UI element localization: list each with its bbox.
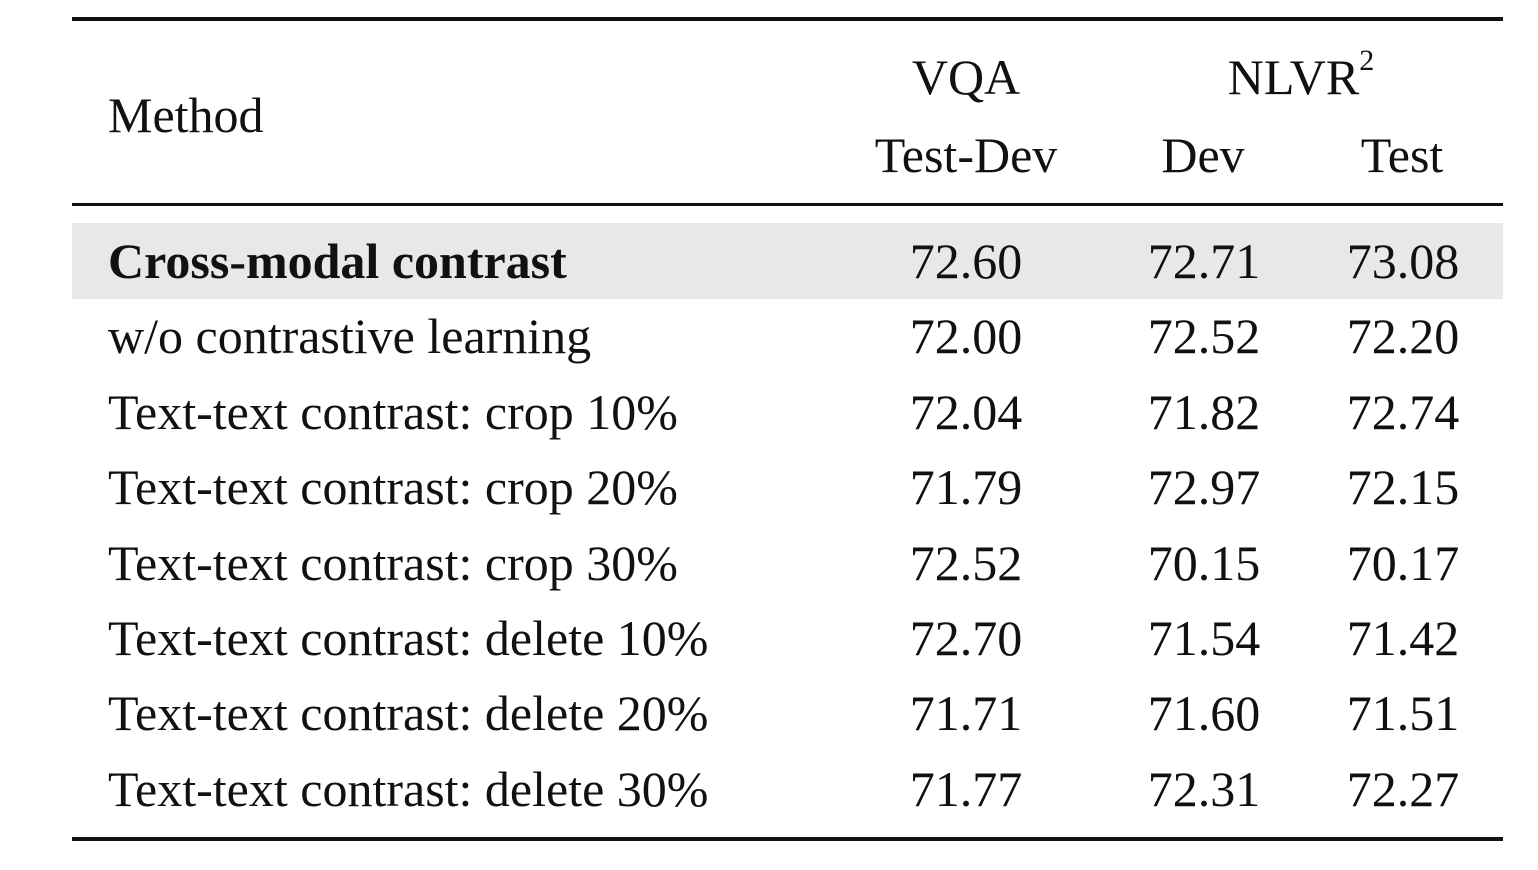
method-cell: Text-text contrast: delete 30% (108, 761, 709, 817)
nlvr-dev-cell: 72.52 (1147, 308, 1261, 364)
method-cell: Cross-modal contrast (108, 233, 567, 289)
vqa-test-dev-cell: 72.00 (909, 308, 1023, 364)
header-nlvr-label: NLVR (1227, 49, 1360, 105)
vqa-test-dev-cell: 72.60 (909, 233, 1023, 289)
table-top-rule (72, 17, 1503, 21)
method-cell: Text-text contrast: crop 20% (108, 459, 678, 515)
nlvr-test-cell: 72.15 (1346, 459, 1460, 515)
table-bottom-rule (72, 837, 1503, 841)
vqa-test-dev-cell: 71.71 (909, 685, 1023, 741)
header-nlvr-dev: Dev (1161, 127, 1245, 183)
nlvr-test-cell: 72.20 (1346, 308, 1460, 364)
vqa-test-dev-cell: 72.70 (909, 610, 1023, 666)
method-cell: Text-text contrast: delete 10% (108, 610, 709, 666)
header-method: Method (108, 87, 264, 143)
method-cell: Text-text contrast: delete 20% (108, 685, 709, 741)
nlvr-test-cell: 71.42 (1346, 610, 1460, 666)
method-cell: Text-text contrast: crop 30% (108, 535, 678, 591)
nlvr-dev-cell: 71.82 (1147, 384, 1261, 440)
vqa-test-dev-cell: 71.77 (909, 761, 1023, 817)
header-nlvr-test: Test (1360, 127, 1444, 183)
nlvr-dev-cell: 71.54 (1147, 610, 1261, 666)
highlighted-row-background (72, 223, 1503, 299)
header-nlvr-superscript: 2 (1359, 44, 1375, 78)
nlvr-test-cell: 71.51 (1346, 685, 1460, 741)
vqa-test-dev-cell: 71.79 (909, 459, 1023, 515)
method-cell: w/o contrastive learning (108, 308, 592, 364)
header-vqa-test-dev: Test-Dev (874, 127, 1058, 183)
method-cell: Text-text contrast: crop 10% (108, 384, 678, 440)
nlvr-test-cell: 72.27 (1346, 761, 1460, 817)
vqa-test-dev-cell: 72.52 (909, 535, 1023, 591)
header-nlvr: NLVR2 (1227, 46, 1375, 105)
nlvr-test-cell: 73.08 (1346, 233, 1460, 289)
nlvr-dev-cell: 72.97 (1147, 459, 1261, 515)
table-header-rule (72, 203, 1503, 206)
nlvr-dev-cell: 71.60 (1147, 685, 1261, 741)
header-vqa: VQA (911, 49, 1021, 105)
vqa-test-dev-cell: 72.04 (909, 384, 1023, 440)
nlvr-dev-cell: 70.15 (1147, 535, 1261, 591)
nlvr-dev-cell: 72.31 (1147, 761, 1261, 817)
nlvr-test-cell: 72.74 (1346, 384, 1460, 440)
nlvr-dev-cell: 72.71 (1147, 233, 1261, 289)
nlvr-test-cell: 70.17 (1346, 535, 1460, 591)
